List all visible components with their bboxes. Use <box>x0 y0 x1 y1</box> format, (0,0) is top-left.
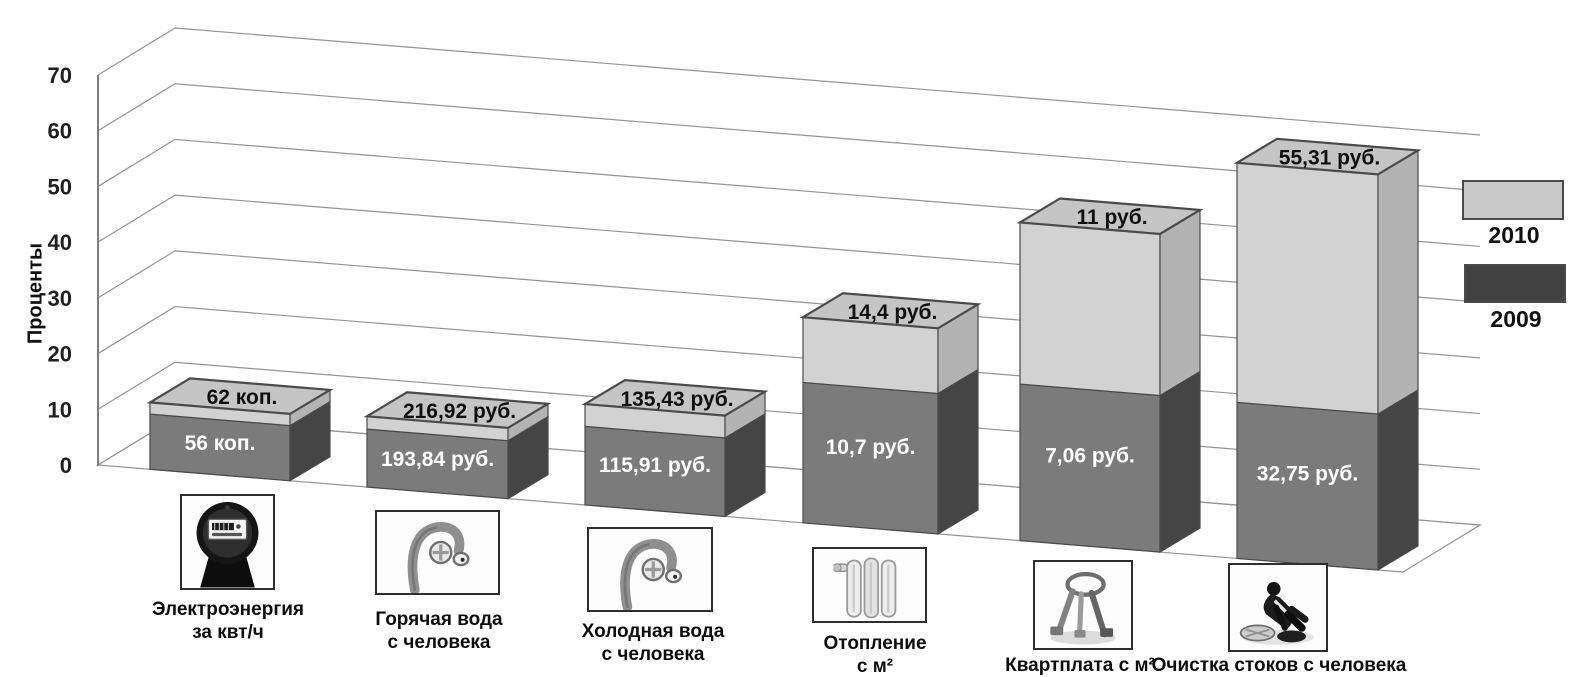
bar-electric-meter: 62 коп. 56 коп. <box>146 377 334 482</box>
bar-top-face <box>581 378 769 417</box>
category-label-line: Очистка стоков с человека <box>1151 655 1407 676</box>
y-tick-label: 40 <box>48 230 72 255</box>
bar-side-2009 <box>937 368 979 535</box>
gridline <box>97 83 1481 192</box>
category-label-line: с человека <box>387 632 491 654</box>
radiator-icon <box>814 549 925 621</box>
category-image-box <box>587 527 713 612</box>
bar-top-face <box>799 292 982 330</box>
bar-side-2010 <box>1377 149 1419 416</box>
hot-water-tap-icon <box>377 512 498 593</box>
value-label-2010: 62 коп. <box>207 386 278 409</box>
y-axis-title: Проценты <box>24 242 47 345</box>
value-label-2009: 56 коп. <box>185 432 256 455</box>
category-image-box <box>812 547 927 623</box>
bar-side-2009 <box>1159 370 1201 554</box>
category-label-sewer-worker: Очистка стоков с человека <box>1139 654 1419 677</box>
cold-water-tap-icon <box>589 529 711 610</box>
value-label-2010: 11 руб. <box>1076 206 1147 229</box>
category-image-box <box>180 494 275 590</box>
value-label-2009: 10,7 руб. <box>826 436 916 459</box>
value-label-2010: 135,43 руб. <box>620 388 733 411</box>
category-label-radiator: Отопление с м² <box>735 632 1015 677</box>
category-image-box <box>375 510 500 595</box>
bar-side-2009 <box>1377 388 1419 572</box>
category-label-line: с человека <box>601 644 705 666</box>
value-label-2010: 55,31 руб. <box>1279 147 1380 170</box>
value-label-2009: 32,75 руб. <box>1257 463 1358 486</box>
sewer-worker-icon <box>1230 565 1326 650</box>
chart-floor <box>96 417 1482 573</box>
bar-segment-2009 <box>1236 401 1379 571</box>
electric-meter-icon <box>182 496 273 588</box>
y-tick-label: 0 <box>60 453 72 478</box>
gridline <box>97 27 1481 136</box>
category-label-cold-water-tap: Холодная вода с человека <box>513 620 793 666</box>
legend-swatch-2010 <box>1462 180 1564 220</box>
y-tick-label: 30 <box>48 286 72 311</box>
bar-top-face <box>1016 197 1204 236</box>
category-image-box <box>1033 560 1133 650</box>
legend-swatch-2009 <box>1464 264 1566 303</box>
bar-apartment-keys: 11 руб. 7,06 руб. <box>1016 197 1204 554</box>
category-label-electric-meter: Электроэнергия за квт/ч <box>88 598 368 644</box>
category-label-line: Горячая вода <box>375 609 503 630</box>
bar-top-face <box>146 377 334 416</box>
bar-segment-2010 <box>1236 162 1379 415</box>
bar-radiator: 14,4 руб. 10,7 руб. <box>799 292 982 535</box>
bar-cold-water-tap: 135,43 руб. 115,91 руб. <box>581 378 769 518</box>
bar-hot-water-tap: 216,92 руб. 193,84 руб. <box>363 391 552 500</box>
bar-segment-2010 <box>802 316 939 395</box>
apartment-keys-icon <box>1035 562 1131 648</box>
bar-top-face <box>1233 137 1422 176</box>
bar-segment-2010 <box>1019 221 1161 397</box>
category-image-box <box>1228 563 1328 652</box>
category-label-line: Электроэнергия <box>151 599 305 620</box>
category-label-line: Отопление <box>823 633 927 654</box>
bar-side-2010 <box>1159 208 1201 397</box>
value-label-2009: 193,84 руб. <box>381 448 494 471</box>
legend-label-2009: 2009 <box>1490 306 1542 332</box>
value-label-2009: 7,06 руб. <box>1045 445 1135 468</box>
value-label-2010: 14,4 руб. <box>848 301 938 324</box>
value-label-2010: 216,92 руб. <box>403 400 516 423</box>
category-label-hot-water-tap: Горячая вода с человека <box>299 608 579 654</box>
value-label-2009: 115,91 руб. <box>599 454 711 477</box>
bar-sewer-worker: 55,31 руб. 32,75 руб. <box>1233 137 1422 572</box>
bar-top-face <box>363 391 552 429</box>
y-tick-label: 20 <box>48 342 72 367</box>
category-label-line: Квартплата с м² <box>1005 655 1155 676</box>
legend-label-2010: 2010 <box>1488 222 1540 248</box>
y-tick-label: 60 <box>48 119 72 144</box>
bar-segment-2009 <box>1019 383 1161 553</box>
y-tick-label: 10 <box>48 397 72 422</box>
category-label-line: Холодная вода <box>581 621 725 642</box>
y-tick-label: 70 <box>48 63 72 88</box>
category-label-apartment-keys: Квартплата с м² <box>940 654 1220 677</box>
gridlines: 0 10 20 30 40 50 60 70 <box>48 27 1481 526</box>
category-label-line: за квт/ч <box>192 622 264 644</box>
y-tick-label: 50 <box>48 174 72 199</box>
category-label-line: с м² <box>856 656 894 677</box>
